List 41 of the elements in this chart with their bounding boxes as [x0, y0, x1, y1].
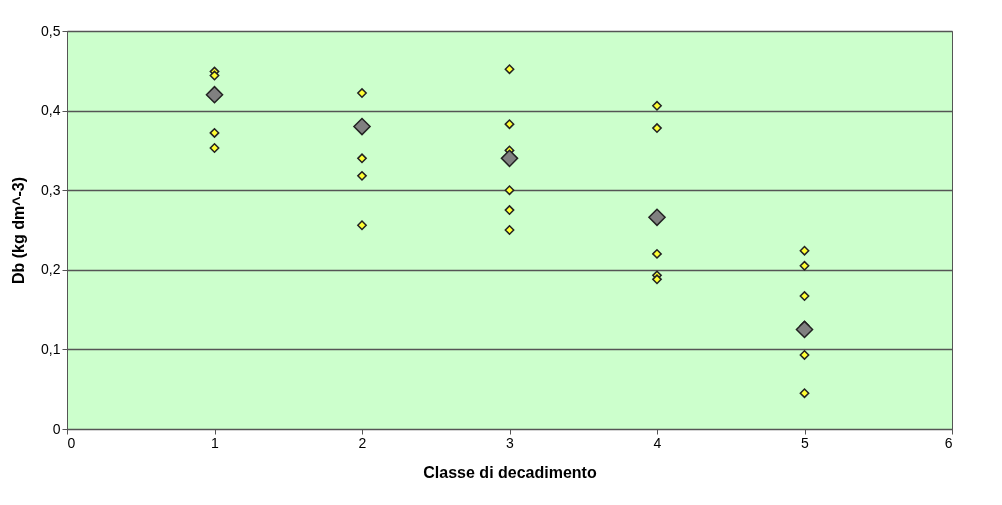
x-tick-label: 3 — [506, 434, 515, 451]
point — [799, 291, 810, 301]
point — [652, 274, 662, 285]
y-tick-label: 0,5 — [41, 22, 61, 39]
point — [652, 100, 662, 111]
x-tick-label: 1 — [211, 434, 220, 451]
x-tick-label: 6 — [944, 434, 953, 451]
x-tick-label: 4 — [653, 434, 662, 451]
point — [799, 245, 810, 256]
x-axis-title: Classe di decadimento — [423, 463, 597, 481]
point — [799, 260, 810, 271]
y-tick-label: 0,3 — [41, 181, 61, 198]
y-tick-label: 0,2 — [41, 261, 61, 278]
point — [504, 119, 515, 130]
point — [504, 185, 515, 196]
point — [357, 153, 367, 164]
point — [209, 143, 220, 153]
x-tick-label: 0 — [67, 434, 76, 451]
point — [504, 205, 515, 216]
point — [353, 117, 371, 136]
y-tick-label: 0 — [52, 420, 61, 437]
point — [504, 64, 515, 75]
point — [652, 248, 662, 259]
point — [357, 220, 367, 231]
point — [357, 88, 367, 99]
point — [648, 208, 666, 227]
y-axis-title: Db (kg dm^-3) — [10, 176, 28, 285]
point — [209, 70, 220, 81]
x-tick-label: 5 — [801, 434, 810, 451]
point — [799, 350, 810, 360]
point — [500, 149, 519, 168]
y-tick-label: 0,4 — [41, 102, 61, 119]
point — [799, 388, 810, 399]
point — [652, 123, 662, 134]
point — [504, 225, 515, 235]
y-tick-label: 0,1 — [41, 340, 61, 357]
point — [209, 127, 220, 138]
x-tick-label: 2 — [358, 434, 367, 451]
point — [795, 320, 814, 339]
point — [357, 170, 367, 181]
point — [205, 85, 224, 104]
